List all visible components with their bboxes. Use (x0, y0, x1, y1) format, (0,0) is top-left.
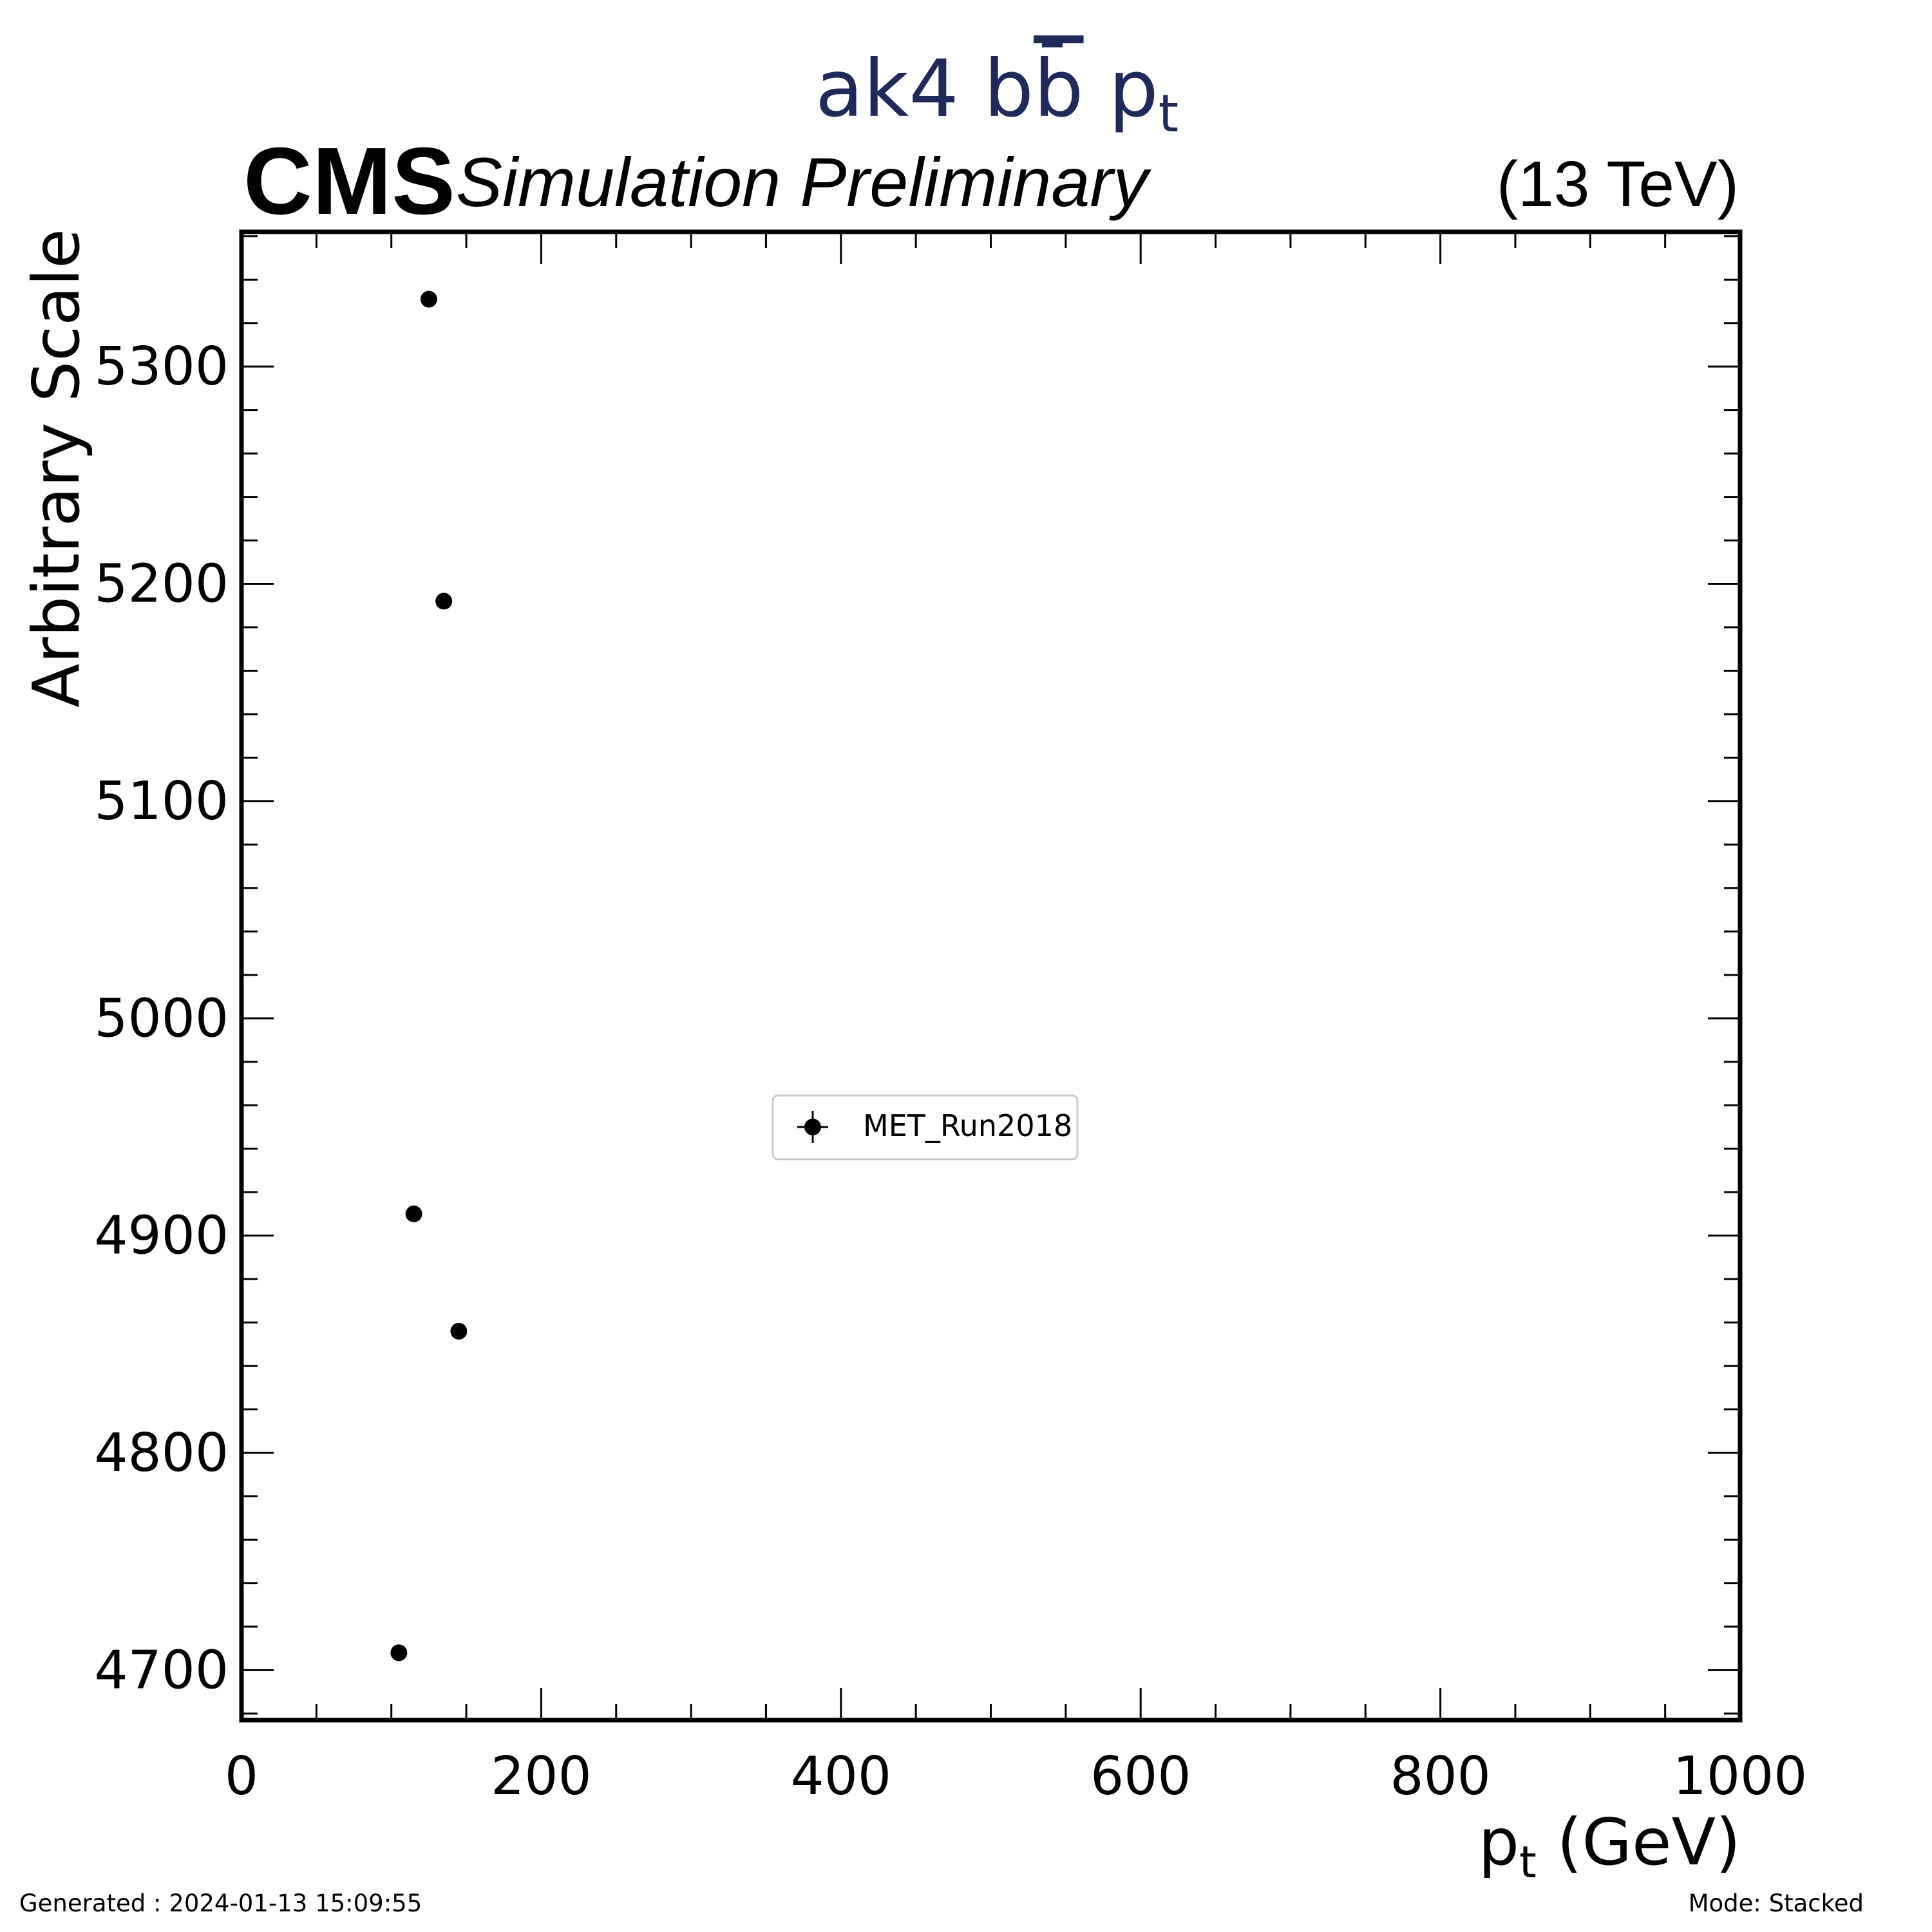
chart-title: ak4 bb pt (815, 43, 1179, 144)
x-tick-label: 600 (1090, 1746, 1191, 1807)
data-point (390, 1644, 408, 1662)
title-mid: p (1084, 43, 1159, 135)
y-tick-label: 5000 (94, 988, 229, 1049)
x-label-main: p (1479, 1804, 1519, 1880)
legend-box (772, 1094, 1079, 1160)
y-tick-label: 5200 (94, 554, 229, 615)
x-tick-label: 400 (791, 1746, 892, 1807)
x-axis-label: pt (GeV) (1479, 1804, 1741, 1888)
y-tick-label: 4700 (94, 1640, 229, 1701)
legend-label: MET_Run2018 (863, 1108, 1072, 1143)
status-label: Simulation Preliminary (456, 143, 1151, 221)
plot-frame (239, 229, 1743, 1723)
x-tick-label: 1000 (1673, 1746, 1808, 1807)
y-tick-label: 5100 (94, 771, 229, 832)
x-tick-label: 200 (491, 1746, 592, 1807)
data-point (405, 1205, 422, 1222)
data-point (420, 290, 437, 308)
x-tick-label: 0 (225, 1746, 258, 1807)
legend-marker (804, 1119, 821, 1135)
cms-label: CMS (243, 128, 455, 234)
y-tick-label: 5300 (94, 336, 229, 397)
generated-timestamp: Generated : 2024-01-13 15:09:55 (19, 1889, 422, 1917)
title-prefix: ak4 b (815, 43, 1034, 135)
title-bbar: b (1034, 43, 1083, 135)
energy-label: (13 TeV) (1497, 148, 1739, 220)
y-axis-label: Arbitrary Scale (19, 229, 94, 708)
data-point (450, 1323, 468, 1340)
legend: MET_Run2018 (772, 1094, 1079, 1160)
y-tick-label: 4900 (94, 1206, 229, 1267)
x-label-sub: t (1519, 1837, 1537, 1888)
title-sub: t (1159, 84, 1179, 144)
x-label-unit: (GeV) (1537, 1804, 1741, 1880)
mode-label: Mode: Stacked (1689, 1889, 1864, 1917)
data-points (390, 290, 468, 1662)
data-point (435, 592, 453, 610)
y-tick-label: 4800 (94, 1423, 229, 1484)
x-tick-label: 800 (1390, 1746, 1491, 1807)
axis-ticks: 0 200 400 600 800 1000 4700 4800 4900 5000 5100 520… (94, 232, 1807, 1807)
